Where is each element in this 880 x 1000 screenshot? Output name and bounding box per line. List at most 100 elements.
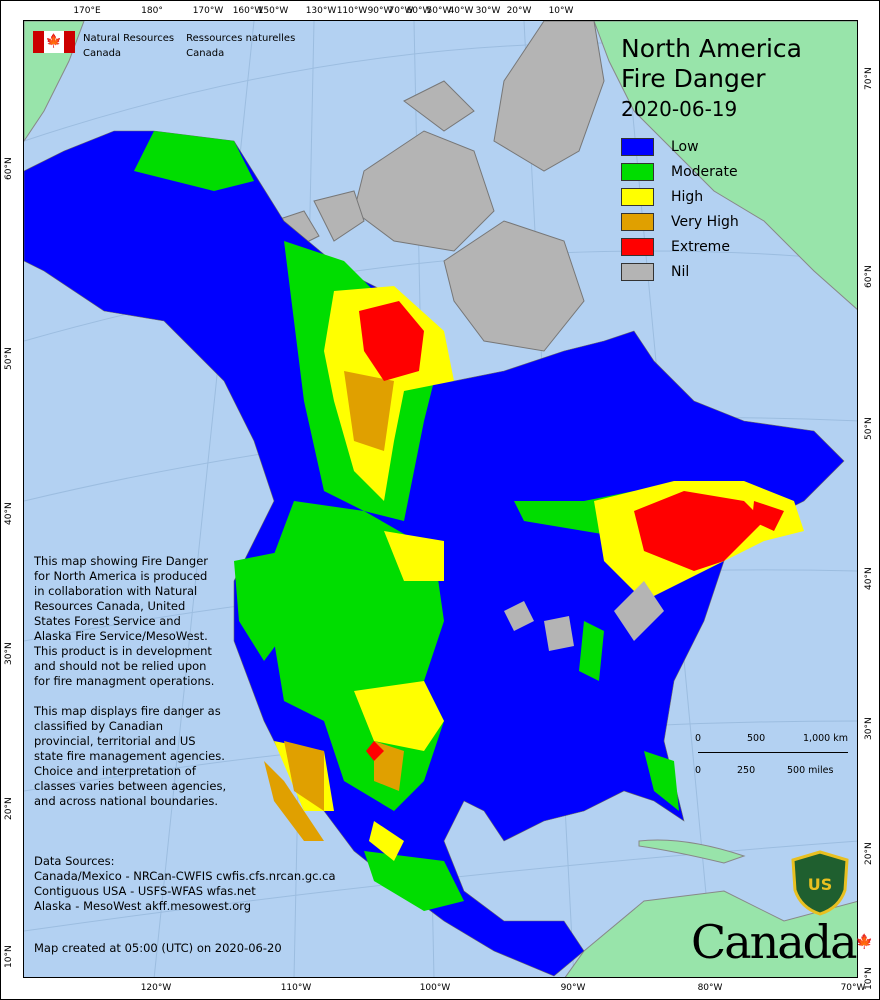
axis-label-right: 20°N bbox=[864, 842, 874, 865]
legend-label: Extreme bbox=[671, 238, 730, 255]
arctic-islands bbox=[273, 21, 605, 352]
about-line: for fire managment operations. bbox=[34, 674, 215, 688]
axis-label-right: 30°N bbox=[864, 717, 874, 740]
axis-label-top: 130°W bbox=[305, 6, 337, 16]
axis-label-top: 110°W bbox=[336, 6, 368, 16]
title-line2: Fire Danger bbox=[621, 64, 766, 93]
legend-item: Very High bbox=[621, 209, 739, 234]
legend-swatch bbox=[621, 237, 654, 256]
legend-item: Moderate bbox=[621, 159, 739, 184]
classes-line: Choice and interpretation of bbox=[34, 764, 196, 778]
axis-label-top: 70°W bbox=[388, 6, 414, 16]
about-line: This map showing Fire Danger bbox=[34, 554, 208, 568]
axis-label-bottom: 100°W bbox=[419, 983, 451, 993]
classes-line: and across national boundaries. bbox=[34, 794, 218, 808]
about-line: for North America is produced bbox=[34, 569, 208, 583]
nrcan-header: 🍁 Natural Resources Canada Ressources nat… bbox=[33, 31, 295, 61]
axis-label-top: 180° bbox=[141, 6, 163, 16]
axis-label-bottom: 80°W bbox=[697, 983, 723, 993]
sources-line: Canada/Mexico - NRCan-CWFIS cwfis.cfs.nr… bbox=[34, 869, 336, 883]
about-line: This product is in development bbox=[34, 644, 212, 658]
about-line: Resources Canada, United bbox=[34, 599, 186, 613]
svg-text:US: US bbox=[808, 875, 833, 894]
axis-label-right: 60°N bbox=[864, 265, 874, 288]
legend-swatch bbox=[621, 137, 654, 156]
sources-title: Data Sources: bbox=[34, 854, 115, 868]
axis-label-bottom: 90°W bbox=[560, 983, 586, 993]
scale-km-0: 0 bbox=[695, 733, 702, 744]
axis-label-top: 20°W bbox=[506, 6, 532, 16]
caribbean bbox=[638, 839, 746, 864]
axis-label-top: 90°W bbox=[367, 6, 393, 16]
usfs-shield-logo: US bbox=[791, 850, 849, 916]
about-line: States Forest Service and bbox=[34, 614, 181, 628]
legend-label: High bbox=[671, 188, 704, 205]
axis-label-top: 30°W bbox=[475, 6, 501, 16]
canada-wordmark: Canada🍁 bbox=[691, 915, 873, 969]
classes-line: state fire management agencies. bbox=[34, 749, 225, 763]
data-sources: Data Sources: Canada/Mexico - NRCan-CWFI… bbox=[34, 854, 336, 914]
axis-label-top: 60°W bbox=[406, 6, 432, 16]
lakes-nil bbox=[504, 581, 664, 651]
scale-mi-250: 250 bbox=[737, 765, 756, 776]
canada-flag-icon: 🍁 bbox=[33, 31, 75, 53]
legend-swatch bbox=[621, 187, 654, 206]
axis-label-top: 40°W bbox=[448, 6, 474, 16]
axis-label-left: 20°N bbox=[4, 797, 14, 820]
axis-label-right: 40°N bbox=[864, 567, 874, 590]
legend-label: Moderate bbox=[671, 163, 738, 180]
sources-line: Contiguous USA - USFS-WFAS wfas.net bbox=[34, 884, 256, 898]
about-note: This map showing Fire Danger for North Am… bbox=[34, 554, 214, 689]
scale-mi-500: 500 miles bbox=[787, 765, 834, 776]
legend: Low Moderate High Very High Extreme Nil bbox=[621, 134, 739, 284]
org-fr-line2: Canada bbox=[186, 48, 225, 59]
legend-item: Nil bbox=[621, 259, 739, 284]
legend-label: Very High bbox=[671, 213, 739, 230]
axis-label-top: 50°W bbox=[426, 6, 452, 16]
scale-bar: 0 500 1,000 km 0 250 500 miles bbox=[693, 733, 863, 783]
org-en-line1: Natural Resources bbox=[83, 33, 175, 44]
legend-label: Low bbox=[671, 138, 699, 155]
created-note: Map created at 05:00 (UTC) on 2020-06-20 bbox=[34, 941, 282, 955]
classes-line: classified by Canadian bbox=[34, 719, 164, 733]
org-en-line2: Canada bbox=[83, 48, 122, 59]
axis-label-right: 10°N bbox=[864, 967, 874, 990]
axis-label-left: 40°N bbox=[4, 502, 14, 525]
sources-list: Canada/Mexico - NRCan-CWFIS cwfis.cfs.nr… bbox=[34, 869, 336, 914]
legend-label: Nil bbox=[671, 263, 690, 280]
axis-label-right: 50°N bbox=[864, 417, 874, 440]
wordmark-text: Canada bbox=[691, 915, 858, 969]
region-very-high bbox=[264, 371, 404, 841]
axis-label-top: 170°E bbox=[73, 6, 101, 16]
axis-label-top: 160°W bbox=[232, 6, 264, 16]
axis-label-left: 30°N bbox=[4, 642, 14, 665]
wordmark-flag-icon: 🍁 bbox=[855, 934, 873, 950]
map-canvas bbox=[24, 21, 857, 977]
axis-label-right: 70°N bbox=[864, 67, 874, 90]
scale-mi-0: 0 bbox=[695, 765, 702, 776]
about-line: and should not be relied upon bbox=[34, 659, 207, 673]
legend-swatch bbox=[621, 212, 654, 231]
greenland bbox=[593, 21, 857, 310]
legend-item: Low bbox=[621, 134, 739, 159]
axis-label-bottom: 120°W bbox=[140, 983, 172, 993]
sources-line: Alaska - MesoWest akff.mesowest.org bbox=[34, 899, 252, 913]
scale-km-1000: 1,000 km bbox=[803, 733, 848, 744]
about-line: Alaska Fire Service/MesoWest. bbox=[34, 629, 208, 643]
axis-label-bottom: 70°W bbox=[840, 983, 866, 993]
axis-label-top: 10°W bbox=[548, 6, 574, 16]
axis-label-top: 150°W bbox=[257, 6, 289, 16]
legend-swatch bbox=[621, 162, 654, 181]
fire-danger-map bbox=[23, 20, 858, 978]
about-line: in collaboration with Natural bbox=[34, 584, 198, 598]
org-english: Natural Resources Canada bbox=[83, 31, 174, 61]
classes-line: provincial, territorial and US bbox=[34, 734, 196, 748]
legend-swatch bbox=[621, 262, 654, 281]
legend-item: High bbox=[621, 184, 739, 209]
scale-line bbox=[698, 752, 848, 753]
scale-km-500: 500 bbox=[747, 733, 766, 744]
axis-label-top: 170°W bbox=[192, 6, 224, 16]
classes-line: classes varies between agencies, bbox=[34, 779, 227, 793]
axis-label-left: 50°N bbox=[4, 347, 14, 370]
region-extreme bbox=[359, 301, 784, 761]
